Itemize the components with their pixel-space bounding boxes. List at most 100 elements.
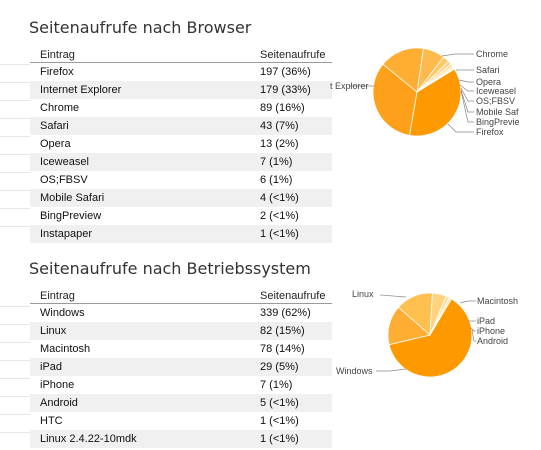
pie-label-leader xyxy=(460,89,474,113)
row-entry: Mobile Safari xyxy=(30,189,256,207)
table-row: Chrome 89 (16%) xyxy=(30,99,332,117)
table-row: Macintosh 78 (14%) xyxy=(30,340,332,358)
pie-label: Opera xyxy=(476,77,501,87)
row-entry: Opera xyxy=(30,135,256,153)
table-row: Internet Explorer 179 (33%) xyxy=(30,81,332,99)
pie-slice-firefox[interactable] xyxy=(409,68,462,137)
pie-label-leader xyxy=(460,90,474,123)
pie-slice-windows[interactable] xyxy=(388,298,473,378)
row-views: 179 (33%) xyxy=(256,81,332,99)
pie-label: t Explorer xyxy=(330,81,369,91)
pie-slice-android[interactable] xyxy=(429,297,452,336)
pie-label-leader xyxy=(376,368,407,372)
pie-label: Windows xyxy=(336,366,373,376)
pie-label-leader xyxy=(459,84,474,92)
row-views: 7 (1%) xyxy=(256,376,332,394)
table-row: OS;FBSV 6 (1%) xyxy=(30,171,332,189)
row-views: 1 (<1%) xyxy=(256,430,332,448)
table-header-row: Eintrag Seitenaufrufe xyxy=(30,47,332,63)
table-row: Opera 13 (2%) xyxy=(30,135,332,153)
row-views: 1 (<1%) xyxy=(256,412,332,430)
left-gutter xyxy=(0,306,30,450)
row-entry: Chrome xyxy=(30,99,256,117)
table-row: iPhone 7 (1%) xyxy=(30,376,332,394)
table-row: BingPreview 2 (<1%) xyxy=(30,207,332,225)
row-entry: iPhone xyxy=(30,376,256,394)
pie-label: Safari xyxy=(476,65,500,75)
row-entry: Internet Explorer xyxy=(30,81,256,99)
column-header-entry[interactable]: Eintrag xyxy=(30,47,256,63)
os-table: Eintrag Seitenaufrufe Windows 339 (62%) L… xyxy=(30,288,332,448)
row-views: 78 (14%) xyxy=(256,340,332,358)
row-entry: iPad xyxy=(30,358,256,376)
pie-slice-chrome[interactable] xyxy=(382,47,424,93)
row-views: 339 (62%) xyxy=(256,303,332,322)
browser-table: Eintrag Seitenaufrufe Firefox 197 (36%) I… xyxy=(30,47,332,243)
table-row: Instapaper 1 (<1%) xyxy=(30,225,332,243)
pie-label-leader xyxy=(459,300,476,304)
row-views: 5 (<1%) xyxy=(256,394,332,412)
row-views: 6 (1%) xyxy=(256,171,332,189)
pie-label: iPad xyxy=(477,316,495,326)
row-views: 197 (36%) xyxy=(256,62,332,81)
row-views: 29 (5%) xyxy=(256,358,332,376)
browser-section-title: Seitenaufrufe nach Browser xyxy=(29,18,252,37)
row-entry: Android xyxy=(30,394,256,412)
pie-label-leader xyxy=(460,87,474,102)
table-row: iPad 29 (5%) xyxy=(30,358,332,376)
row-entry: Macintosh xyxy=(30,340,256,358)
table-row: Linux 82 (15%) xyxy=(30,322,332,340)
row-entry: Linux xyxy=(30,322,256,340)
column-header-views[interactable]: Seitenaufrufe xyxy=(256,288,332,304)
pie-label-leader xyxy=(458,79,474,83)
table-row: Linux 2.4.22-10mdk 1 (<1%) xyxy=(30,430,332,448)
pie-label: Chrome xyxy=(476,49,508,59)
row-views: 1 (<1%) xyxy=(256,225,332,243)
table-row: HTC 1 (<1%) xyxy=(30,412,332,430)
column-header-views[interactable]: Seitenaufrufe xyxy=(256,47,332,63)
row-entry: BingPreview xyxy=(30,207,256,225)
pie-slice-bingpreview[interactable] xyxy=(416,67,456,93)
row-views: 7 (1%) xyxy=(256,153,332,171)
pie-label: Firefox xyxy=(476,127,504,137)
row-entry: Instapaper xyxy=(30,225,256,243)
row-views: 82 (15%) xyxy=(256,322,332,340)
table-row: Firefox 197 (36%) xyxy=(30,62,332,81)
pie-label-leader xyxy=(441,53,474,57)
row-entry: OS;FBSV xyxy=(30,171,256,189)
pie-label: Mobile Saf xyxy=(476,107,519,117)
pie-label: Iceweasel xyxy=(476,86,516,96)
pie-label: OS;FBSV xyxy=(476,96,515,106)
pie-label: Android xyxy=(477,336,508,346)
left-gutter xyxy=(0,64,30,244)
pie-label: Macintosh xyxy=(477,296,518,306)
pie-label-leader xyxy=(470,327,476,332)
row-views: 4 (<1%) xyxy=(256,189,332,207)
row-views: 89 (16%) xyxy=(256,99,332,117)
row-entry: Linux 2.4.22-10mdk xyxy=(30,430,256,448)
row-views: 2 (<1%) xyxy=(256,207,332,225)
pie-label-leader xyxy=(471,329,476,342)
row-entry: Firefox xyxy=(30,62,256,81)
table-row: Mobile Safari 4 (<1%) xyxy=(30,189,332,207)
row-entry: Iceweasel xyxy=(30,153,256,171)
pie-label: iPhone xyxy=(477,326,505,336)
row-views: 13 (2%) xyxy=(256,135,332,153)
table-row: Iceweasel 7 (1%) xyxy=(30,153,332,171)
column-header-entry[interactable]: Eintrag xyxy=(30,288,256,304)
row-views: 43 (7%) xyxy=(256,117,332,135)
pie-label-leader xyxy=(379,294,407,298)
row-entry: Safari xyxy=(30,117,256,135)
pie-label: BingPrevie xyxy=(476,117,520,127)
pie-slice-internet-explorer[interactable] xyxy=(372,63,418,136)
browser-pie-chart: t Explorer Chrome Safari OperaIceweaselOS;F… xyxy=(330,47,520,137)
pie-label: Linux xyxy=(352,289,374,299)
table-header-row: Eintrag Seitenaufrufe xyxy=(30,288,332,304)
table-row: Safari 43 (7%) xyxy=(30,117,332,135)
table-row: Android 5 (<1%) xyxy=(30,394,332,412)
os-section-title: Seitenaufrufe nach Betriebssystem xyxy=(29,259,311,278)
table-row: Windows 339 (62%) xyxy=(30,303,332,322)
row-entry: Windows xyxy=(30,303,256,322)
row-entry: HTC xyxy=(30,412,256,430)
